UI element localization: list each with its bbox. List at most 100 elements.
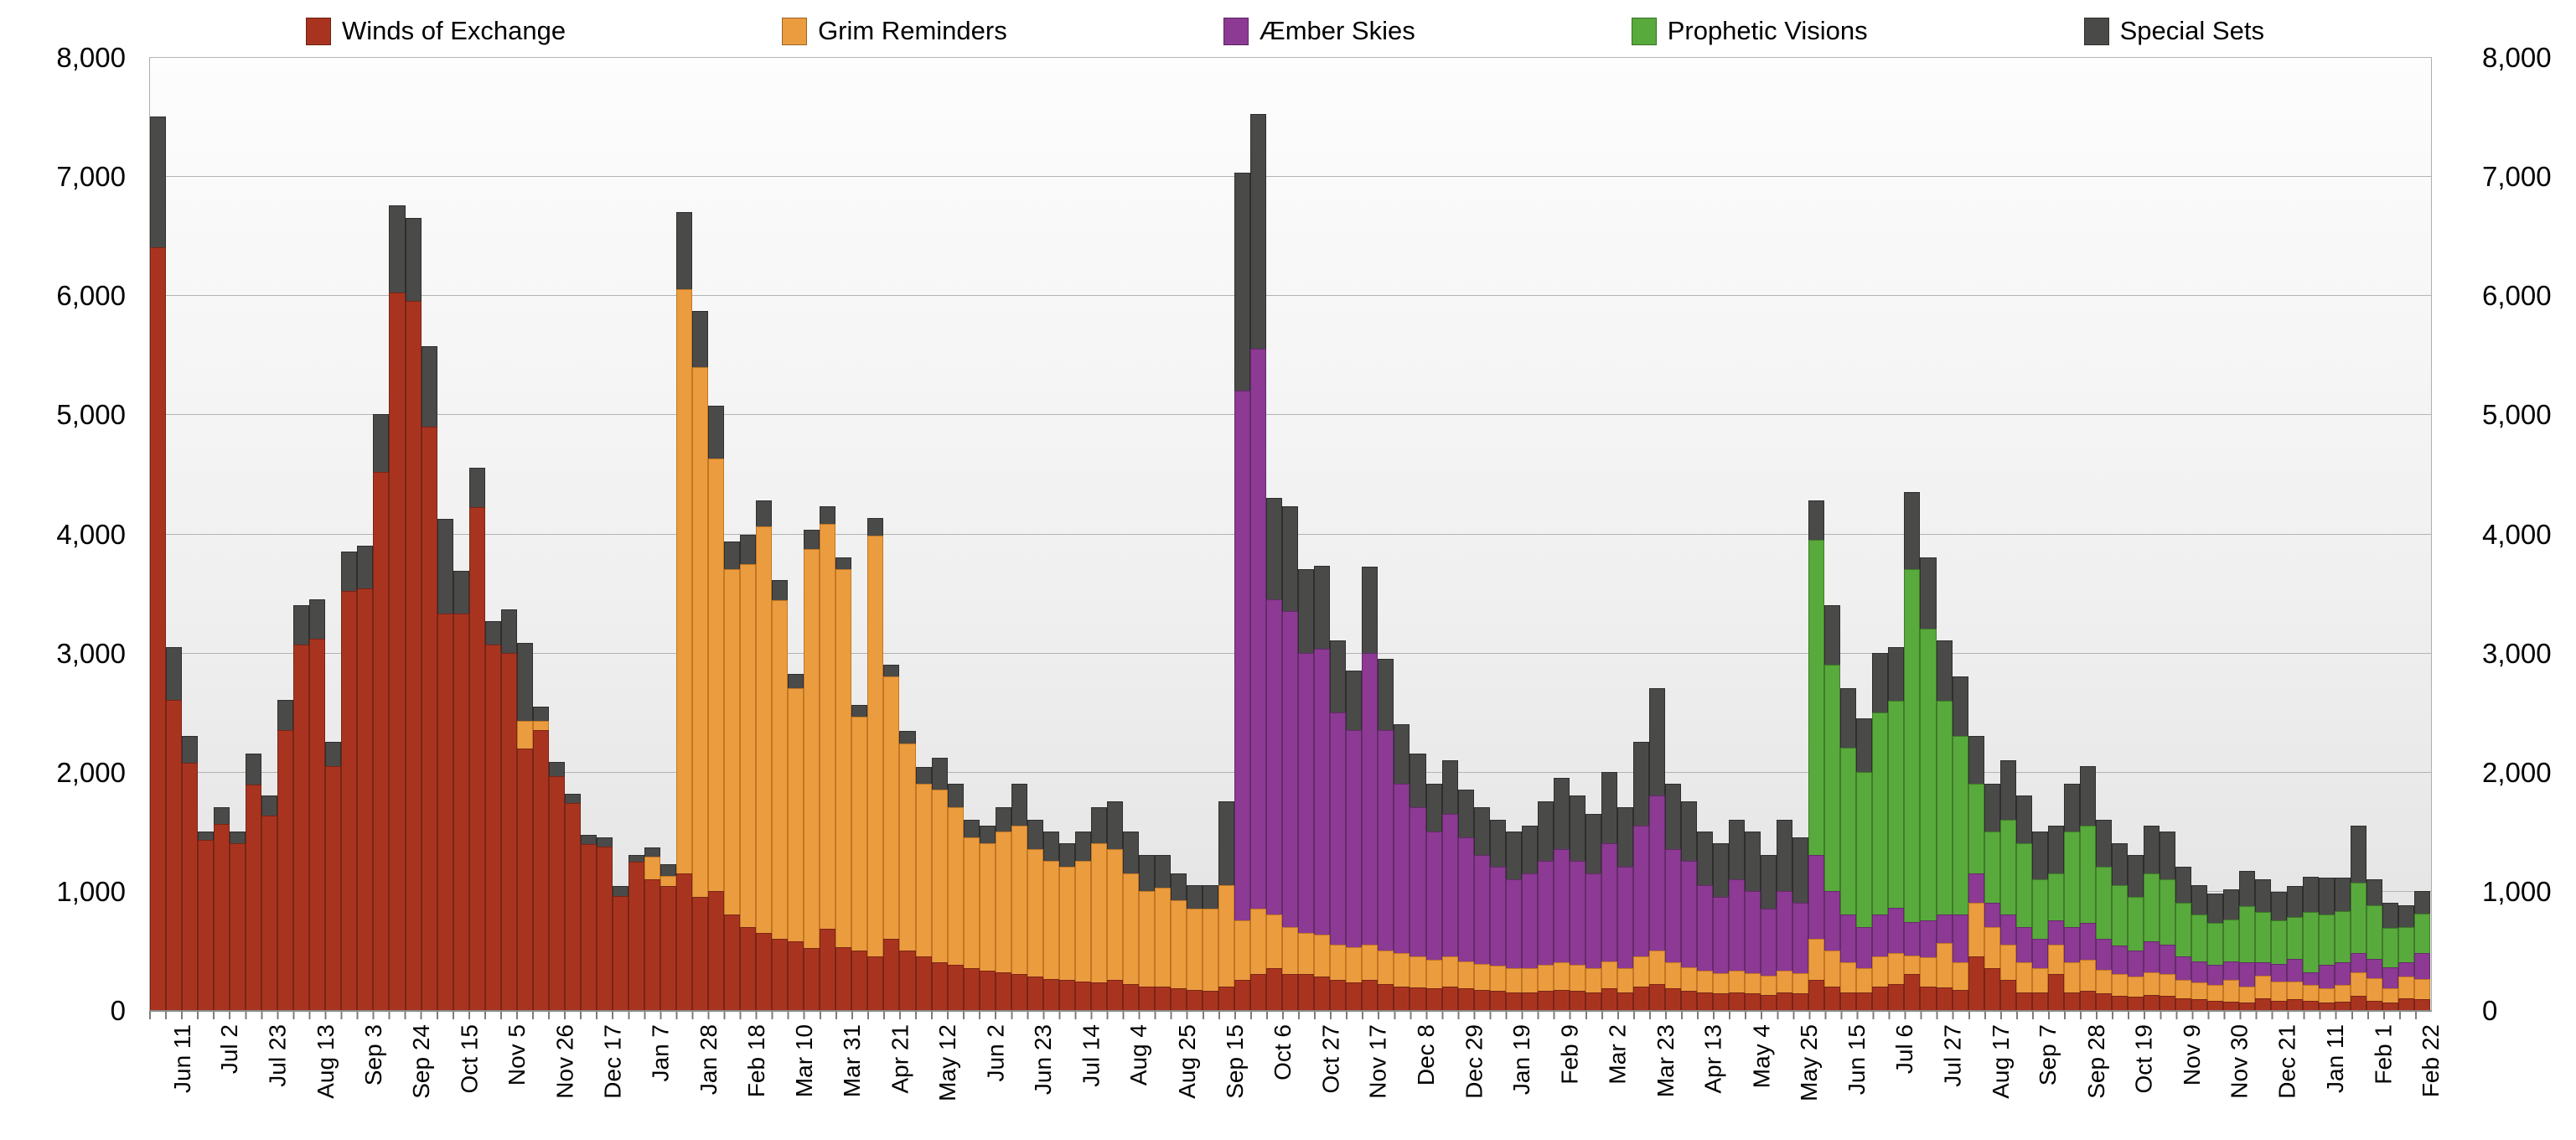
bar-week-135[interactable]	[2303, 57, 2320, 1010]
bar-week-82[interactable]	[1457, 57, 1474, 1010]
special-sets-segment[interactable]	[1872, 652, 1889, 712]
winds-of-exchange-segment[interactable]	[2398, 998, 2415, 1010]
winds-of-exchange-segment[interactable]	[1697, 992, 1714, 1010]
winds-of-exchange-segment[interactable]	[2159, 995, 2175, 1010]
-mber-skies-segment[interactable]	[2223, 961, 2240, 981]
prophetic-visions-segment[interactable]	[1920, 629, 1937, 921]
grim-reminders-segment[interactable]	[1378, 950, 1394, 984]
special-sets-segment[interactable]	[1011, 783, 1027, 826]
winds-of-exchange-segment[interactable]	[1250, 974, 1267, 1010]
grim-reminders-segment[interactable]	[1234, 920, 1251, 981]
bar-week-72[interactable]	[1298, 57, 1315, 1010]
grim-reminders-segment[interactable]	[724, 569, 741, 915]
grim-reminders-segment[interactable]	[1999, 944, 2016, 981]
special-sets-segment[interactable]	[214, 807, 230, 825]
winds-of-exchange-segment[interactable]	[2111, 995, 2128, 1010]
-mber-skies-segment[interactable]	[1346, 730, 1363, 947]
winds-of-exchange-segment[interactable]	[1203, 991, 1219, 1010]
bar-week-74[interactable]	[1330, 57, 1347, 1010]
winds-of-exchange-segment[interactable]	[309, 638, 326, 1010]
winds-of-exchange-segment[interactable]	[1410, 987, 1426, 1010]
winds-of-exchange-segment[interactable]	[1648, 983, 1665, 1010]
grim-reminders-segment[interactable]	[1218, 884, 1235, 987]
prophetic-visions-segment[interactable]	[2239, 906, 2256, 963]
special-sets-segment[interactable]	[1410, 754, 1426, 808]
grim-reminders-segment[interactable]	[2095, 969, 2112, 994]
bar-week-96[interactable]	[1681, 57, 1698, 1010]
bar-week-90[interactable]	[1585, 57, 1601, 1010]
winds-of-exchange-segment[interactable]	[230, 843, 246, 1010]
bar-week-71[interactable]	[1282, 57, 1299, 1010]
winds-of-exchange-segment[interactable]	[995, 972, 1011, 1010]
-mber-skies-segment[interactable]	[1282, 610, 1299, 927]
bar-week-104[interactable]	[1808, 57, 1825, 1010]
-mber-skies-segment[interactable]	[2063, 926, 2080, 963]
bar-week-77[interactable]	[1378, 57, 1394, 1010]
grim-reminders-segment[interactable]	[915, 783, 932, 957]
winds-of-exchange-segment[interactable]	[2175, 998, 2191, 1010]
grim-reminders-segment[interactable]	[1616, 968, 1633, 992]
special-sets-segment[interactable]	[1999, 759, 2016, 820]
special-sets-segment[interactable]	[2303, 876, 2320, 913]
special-sets-segment[interactable]	[1713, 843, 1730, 897]
winds-of-exchange-segment[interactable]	[246, 785, 262, 1010]
-mber-skies-segment[interactable]	[1537, 861, 1554, 965]
-mber-skies-segment[interactable]	[1713, 897, 1730, 973]
special-sets-segment[interactable]	[1920, 557, 1937, 630]
winds-of-exchange-segment[interactable]	[1729, 992, 1746, 1010]
bar-week-5[interactable]	[230, 57, 246, 1010]
winds-of-exchange-segment[interactable]	[883, 938, 900, 1010]
bar-week-109[interactable]	[1888, 57, 1905, 1010]
-mber-skies-segment[interactable]	[2287, 958, 2304, 982]
bar-week-26[interactable]	[564, 57, 581, 1010]
special-sets-segment[interactable]	[1489, 819, 1506, 868]
grim-reminders-segment[interactable]	[1521, 968, 1538, 992]
special-sets-segment[interactable]	[564, 794, 581, 804]
bar-week-29[interactable]	[612, 57, 628, 1010]
grim-reminders-segment[interactable]	[1410, 956, 1426, 987]
grim-reminders-segment[interactable]	[2191, 982, 2208, 1000]
bar-week-45[interactable]	[867, 57, 884, 1010]
bar-week-63[interactable]	[1154, 57, 1171, 1010]
legend-item-4[interactable]: Prophetic Visions	[1631, 16, 1868, 46]
special-sets-segment[interactable]	[1569, 795, 1585, 862]
-mber-skies-segment[interactable]	[1489, 867, 1506, 966]
winds-of-exchange-segment[interactable]	[1601, 988, 1617, 1010]
grim-reminders-segment[interactable]	[1011, 825, 1027, 975]
grim-reminders-segment[interactable]	[1425, 960, 1442, 989]
-mber-skies-segment[interactable]	[1457, 837, 1474, 961]
special-sets-segment[interactable]	[1521, 825, 1538, 873]
-mber-skies-segment[interactable]	[2047, 920, 2064, 945]
bar-week-129[interactable]	[2207, 57, 2224, 1010]
special-sets-segment[interactable]	[1888, 646, 1905, 701]
-mber-skies-segment[interactable]	[2111, 946, 2128, 975]
winds-of-exchange-segment[interactable]	[564, 803, 581, 1010]
bar-week-11[interactable]	[325, 57, 342, 1010]
-mber-skies-segment[interactable]	[1473, 855, 1490, 964]
special-sets-segment[interactable]	[804, 530, 820, 549]
winds-of-exchange-segment[interactable]	[2303, 1000, 2320, 1010]
bar-week-61[interactable]	[1122, 57, 1139, 1010]
winds-of-exchange-segment[interactable]	[1394, 986, 1410, 1010]
-mber-skies-segment[interactable]	[2335, 962, 2351, 986]
winds-of-exchange-segment[interactable]	[293, 644, 310, 1010]
grim-reminders-segment[interactable]	[1489, 966, 1506, 992]
bar-week-28[interactable]	[596, 57, 613, 1010]
bar-week-34[interactable]	[692, 57, 709, 1010]
bar-week-57[interactable]	[1058, 57, 1075, 1010]
bar-week-46[interactable]	[883, 57, 900, 1010]
-mber-skies-segment[interactable]	[1984, 903, 2000, 927]
special-sets-segment[interactable]	[867, 518, 884, 536]
grim-reminders-segment[interactable]	[1808, 938, 1825, 981]
-mber-skies-segment[interactable]	[2319, 965, 2335, 989]
special-sets-segment[interactable]	[437, 519, 453, 614]
special-sets-segment[interactable]	[628, 854, 644, 863]
bar-week-142[interactable]	[2414, 57, 2431, 1010]
special-sets-segment[interactable]	[1074, 831, 1091, 862]
legend-item-3[interactable]: Æmber Skies	[1223, 16, 1415, 46]
grim-reminders-segment[interactable]	[1840, 962, 1857, 992]
grim-reminders-segment[interactable]	[1632, 956, 1649, 987]
winds-of-exchange-segment[interactable]	[1505, 992, 1522, 1010]
bar-week-0[interactable]	[150, 57, 167, 1010]
winds-of-exchange-segment[interactable]	[532, 730, 549, 1010]
